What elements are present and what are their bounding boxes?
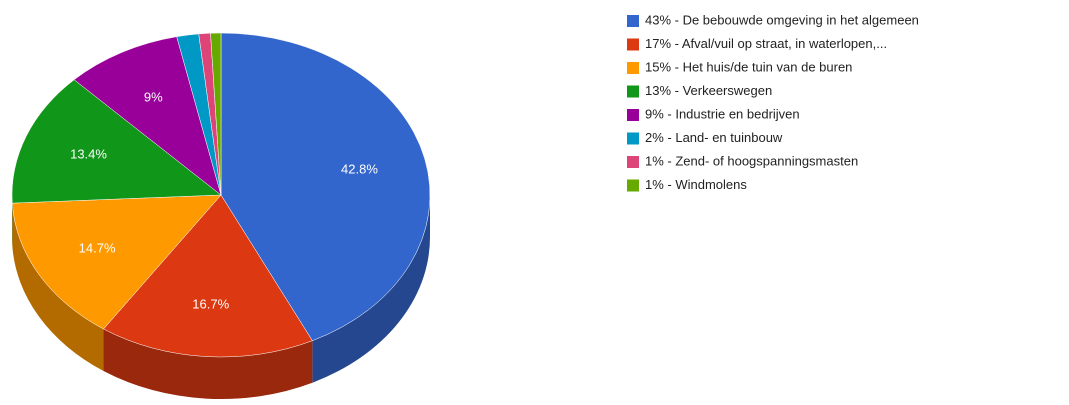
legend-swatch (627, 132, 639, 145)
slice-side (312, 195, 430, 383)
slice-label: 14.7% (79, 240, 116, 255)
slice-side (12, 203, 104, 371)
legend-swatch (627, 85, 639, 98)
legend-swatch (627, 15, 639, 27)
legend-label: 17% - Afval/vuil op straat, in waterlope… (645, 36, 887, 51)
legend-label: 43% - De bebouwde omgeving in het algeme… (645, 12, 919, 27)
legend-label: 2% - Land- en tuinbouw (645, 130, 783, 145)
slice (11, 79, 222, 204)
legend-label: 9% - Industrie en bedrijven (645, 106, 800, 121)
legend-swatch (627, 156, 639, 168)
legend-swatch (627, 179, 639, 192)
legend-label: 1% - Windmolens (645, 177, 747, 192)
legend-label: 15% - Het huis/de tuin van de buren (645, 59, 852, 74)
legend-swatch (627, 38, 639, 51)
slice (11, 194, 222, 330)
slice (73, 36, 222, 196)
slice (210, 32, 222, 196)
slice (220, 32, 431, 342)
legend-label: 1% - Zend- of hoogspanningsmasten (645, 153, 858, 168)
legend-swatch (627, 62, 639, 74)
slice-label: 42.8% (341, 162, 378, 177)
slice-label: 13.4% (70, 147, 107, 162)
slice-label: 16.7% (192, 296, 229, 311)
slice-label: 9% (144, 90, 163, 105)
slice-side (103, 328, 313, 399)
legend-label: 13% - Verkeerswegen (645, 83, 772, 98)
slice (103, 194, 313, 358)
legend-swatch (627, 109, 639, 121)
